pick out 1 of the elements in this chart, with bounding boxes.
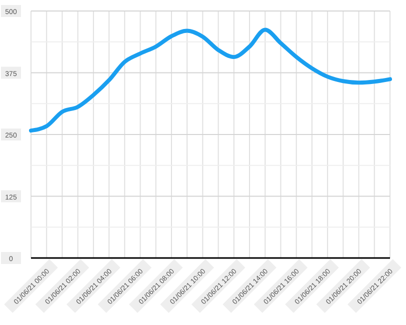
- line-series: [29, 28, 392, 133]
